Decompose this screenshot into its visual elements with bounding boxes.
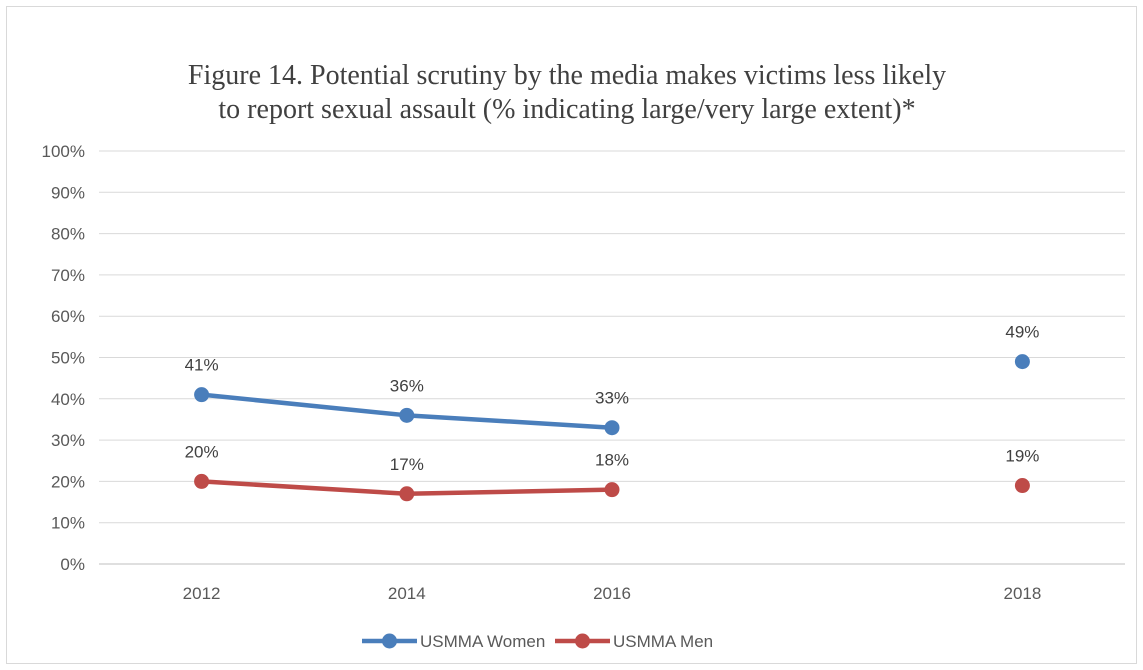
- data-point: [399, 407, 415, 423]
- y-tick-label: 20%: [51, 472, 85, 491]
- x-tick-label: 2014: [388, 584, 426, 603]
- series-group: 41% 36% 33% 49% 20% 17% 18% 19%: [185, 323, 1039, 502]
- chart-title-line-1: Figure 14. Potential scrutiny by the med…: [188, 60, 946, 91]
- legend-label: USMMA Men: [613, 632, 713, 651]
- chart-title-line-2: to report sexual assault (% indicating l…: [218, 94, 915, 125]
- data-label: 18%: [595, 451, 629, 470]
- y-tick-label: 0%: [60, 555, 85, 574]
- legend-item-usmma-men: USMMA Men: [555, 632, 713, 651]
- data-label: 17%: [390, 455, 424, 474]
- y-tick-label: 60%: [51, 307, 85, 326]
- y-axis: 0% 10% 20% 30% 40% 50% 60% 70% 80% 90% 100%: [42, 142, 85, 574]
- line-chart: Figure 14. Potential scrutiny by the med…: [42, 60, 1125, 651]
- series-line-segment: [199, 479, 410, 497]
- x-axis: 2012 2014 2016 2018: [183, 584, 1042, 603]
- y-tick-label: 90%: [51, 183, 85, 202]
- series-line-segment: [199, 392, 410, 418]
- series-usmma-men: 20% 17% 18% 19%: [185, 442, 1039, 502]
- data-point: [1014, 354, 1030, 370]
- data-point: [399, 486, 415, 502]
- x-tick-label: 2012: [183, 584, 221, 603]
- y-tick-label: 50%: [51, 349, 85, 368]
- data-label: 41%: [185, 356, 219, 375]
- series-usmma-women: 41% 36% 33% 49%: [185, 323, 1039, 436]
- series-line-segment: [404, 487, 615, 497]
- y-tick-label: 70%: [51, 266, 85, 285]
- gridlines: [99, 150, 1125, 565]
- legend-label: USMMA Women: [420, 632, 545, 651]
- data-point: [1014, 478, 1030, 494]
- legend: USMMA Women USMMA Men: [362, 632, 713, 651]
- data-label: 49%: [1005, 323, 1039, 342]
- data-point: [604, 420, 620, 436]
- y-tick-label: 30%: [51, 431, 85, 450]
- data-label: 33%: [595, 389, 629, 408]
- data-point: [194, 387, 210, 403]
- series-line-segment: [404, 413, 615, 430]
- data-label: 36%: [390, 376, 424, 395]
- data-point: [194, 473, 210, 489]
- legend-marker-swatch: [382, 633, 397, 649]
- legend-item-usmma-women: USMMA Women: [362, 632, 545, 651]
- chart-frame: Figure 14. Potential scrutiny by the med…: [6, 6, 1137, 664]
- x-tick-label: 2016: [593, 584, 631, 603]
- data-label: 19%: [1005, 447, 1039, 466]
- data-label: 20%: [185, 442, 219, 461]
- y-tick-label: 10%: [51, 514, 85, 533]
- x-tick-label: 2018: [1003, 584, 1041, 603]
- data-point: [604, 482, 620, 498]
- y-tick-label: 100%: [42, 142, 85, 161]
- legend-marker-swatch: [575, 633, 590, 649]
- y-tick-label: 80%: [51, 225, 85, 244]
- y-tick-label: 40%: [51, 390, 85, 409]
